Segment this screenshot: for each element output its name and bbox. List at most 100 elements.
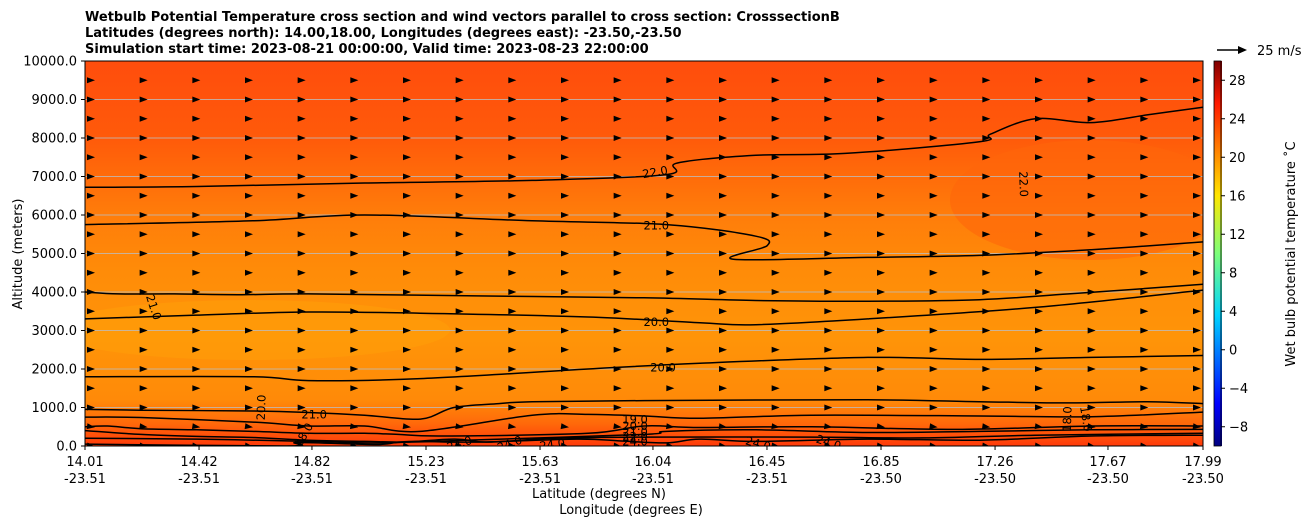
wind-arrow: [666, 135, 675, 141]
contour-line-25.0: [85, 432, 1203, 444]
wind-arrow: [877, 135, 885, 141]
wind-arrow: [666, 404, 675, 411]
contour-line-19.0: [85, 411, 1203, 433]
wind-arrow: [297, 77, 306, 84]
wind-arrow: [719, 327, 727, 334]
y-tick-label: 10000.0: [23, 55, 77, 70]
wind-arrow: [455, 212, 464, 218]
wind-arrow: [87, 231, 95, 238]
wind-arrow: [1035, 269, 1043, 276]
y-tick-label: 4000.0: [32, 286, 78, 301]
wind-arrow: [613, 269, 622, 276]
wind-arrow: [1087, 135, 1096, 141]
wind-arrow: [1035, 212, 1043, 218]
wind-arrow: [665, 423, 675, 430]
wind-arrow: [1035, 192, 1043, 199]
wind-arrow: [191, 442, 201, 446]
wind-arrow: [666, 173, 675, 180]
contour-label: 22.0: [622, 430, 648, 444]
wind-arrow: [1035, 250, 1043, 257]
wind-arrow: [613, 346, 622, 353]
x-tick-label-longitude: -23.50: [860, 472, 902, 487]
wind-arrow: [297, 173, 306, 180]
wind-vectors: [86, 77, 1201, 446]
wind-arrow: [666, 154, 675, 161]
wind-arrow: [1035, 308, 1043, 315]
wind-arrow: [508, 327, 517, 334]
x-tick-label-latitude: 14.82: [293, 455, 330, 470]
x-tick-label-latitude: 17.67: [1089, 455, 1126, 470]
x-tick-label-longitude: -23.51: [746, 472, 788, 487]
wind-arrow: [1087, 404, 1096, 411]
wind-arrow: [771, 308, 780, 315]
wind-arrow: [1192, 442, 1201, 446]
wind-arrow: [297, 96, 306, 103]
wind-arrow: [1035, 404, 1043, 411]
quiver-key: 25 m/s: [1217, 44, 1302, 59]
contour-label: 20.0: [643, 315, 669, 329]
wind-arrow: [1087, 250, 1096, 257]
wind-arrow: [192, 250, 201, 257]
wind-arrow: [139, 192, 148, 199]
wind-arrow: [771, 135, 780, 141]
wind-arrow: [666, 366, 675, 372]
wind-arrow: [1035, 327, 1043, 334]
colorbar-tick-label: 16: [1229, 189, 1246, 204]
contour-label: 21.0: [301, 408, 327, 422]
wind-arrow: [403, 269, 411, 276]
wind-arrow: [139, 115, 148, 122]
wind-arrow: [508, 212, 517, 218]
wind-arrow: [981, 423, 991, 430]
wind-arrow: [297, 442, 306, 446]
wind-arrow: [929, 366, 938, 372]
wind-arrow: [1193, 404, 1201, 411]
wind-arrow: [455, 327, 464, 334]
wind-arrow: [87, 346, 95, 353]
wind-arrow: [824, 308, 833, 315]
wind-arrow: [877, 154, 885, 161]
wind-arrow: [1193, 192, 1201, 199]
wind-arrow: [982, 404, 991, 411]
y-tick-label: 9000.0: [32, 93, 78, 108]
wind-arrow: [87, 289, 95, 295]
wind-arrow: [877, 192, 885, 199]
wind-arrow: [823, 423, 833, 430]
wind-arrow: [139, 173, 148, 180]
wind-arrow: [350, 96, 359, 103]
wind-arrow: [1035, 346, 1043, 353]
wind-arrow: [1140, 404, 1149, 411]
wind-arrow: [666, 308, 675, 315]
wind-arrow: [771, 115, 780, 122]
wind-arrow: [771, 366, 780, 372]
wind-arrow: [1035, 366, 1043, 372]
wind-arrow: [403, 366, 411, 372]
contour-labels: 22.0 22.021.021.020.020.020.0 21.0 18.0 18.0…: [143, 163, 1095, 449]
wind-arrow: [192, 115, 201, 122]
wind-arrow: [982, 154, 991, 161]
wind-arrow: [1139, 423, 1149, 430]
wind-arrow: [1140, 115, 1149, 122]
wind-arrow: [613, 154, 622, 161]
wind-arrow: [1087, 442, 1096, 446]
wind-arrow: [1087, 385, 1096, 392]
x-tick-label-longitude: -23.51: [178, 472, 220, 487]
wind-arrow: [1087, 192, 1096, 199]
colorbar-tick-label: 28: [1229, 74, 1246, 89]
wind-arrow: [1193, 327, 1201, 334]
wind-arrow: [139, 366, 148, 372]
wind-arrow: [771, 346, 780, 353]
wind-arrow: [666, 289, 675, 295]
wind-arrow: [245, 77, 253, 84]
colorbar-tick-label: −8: [1229, 420, 1248, 435]
wind-arrow: [297, 212, 306, 218]
wind-arrow: [561, 173, 569, 180]
wind-arrow: [508, 96, 517, 103]
wind-arrow: [455, 442, 464, 446]
wind-arrow: [824, 269, 833, 276]
contour-label: 24.0: [622, 435, 648, 449]
wind-arrow: [824, 327, 833, 334]
wind-arrow: [561, 77, 569, 84]
wind-arrow: [771, 404, 780, 411]
x-axis-label-longitude: Longitude (degrees E): [559, 503, 703, 518]
wind-arrow: [877, 96, 885, 103]
